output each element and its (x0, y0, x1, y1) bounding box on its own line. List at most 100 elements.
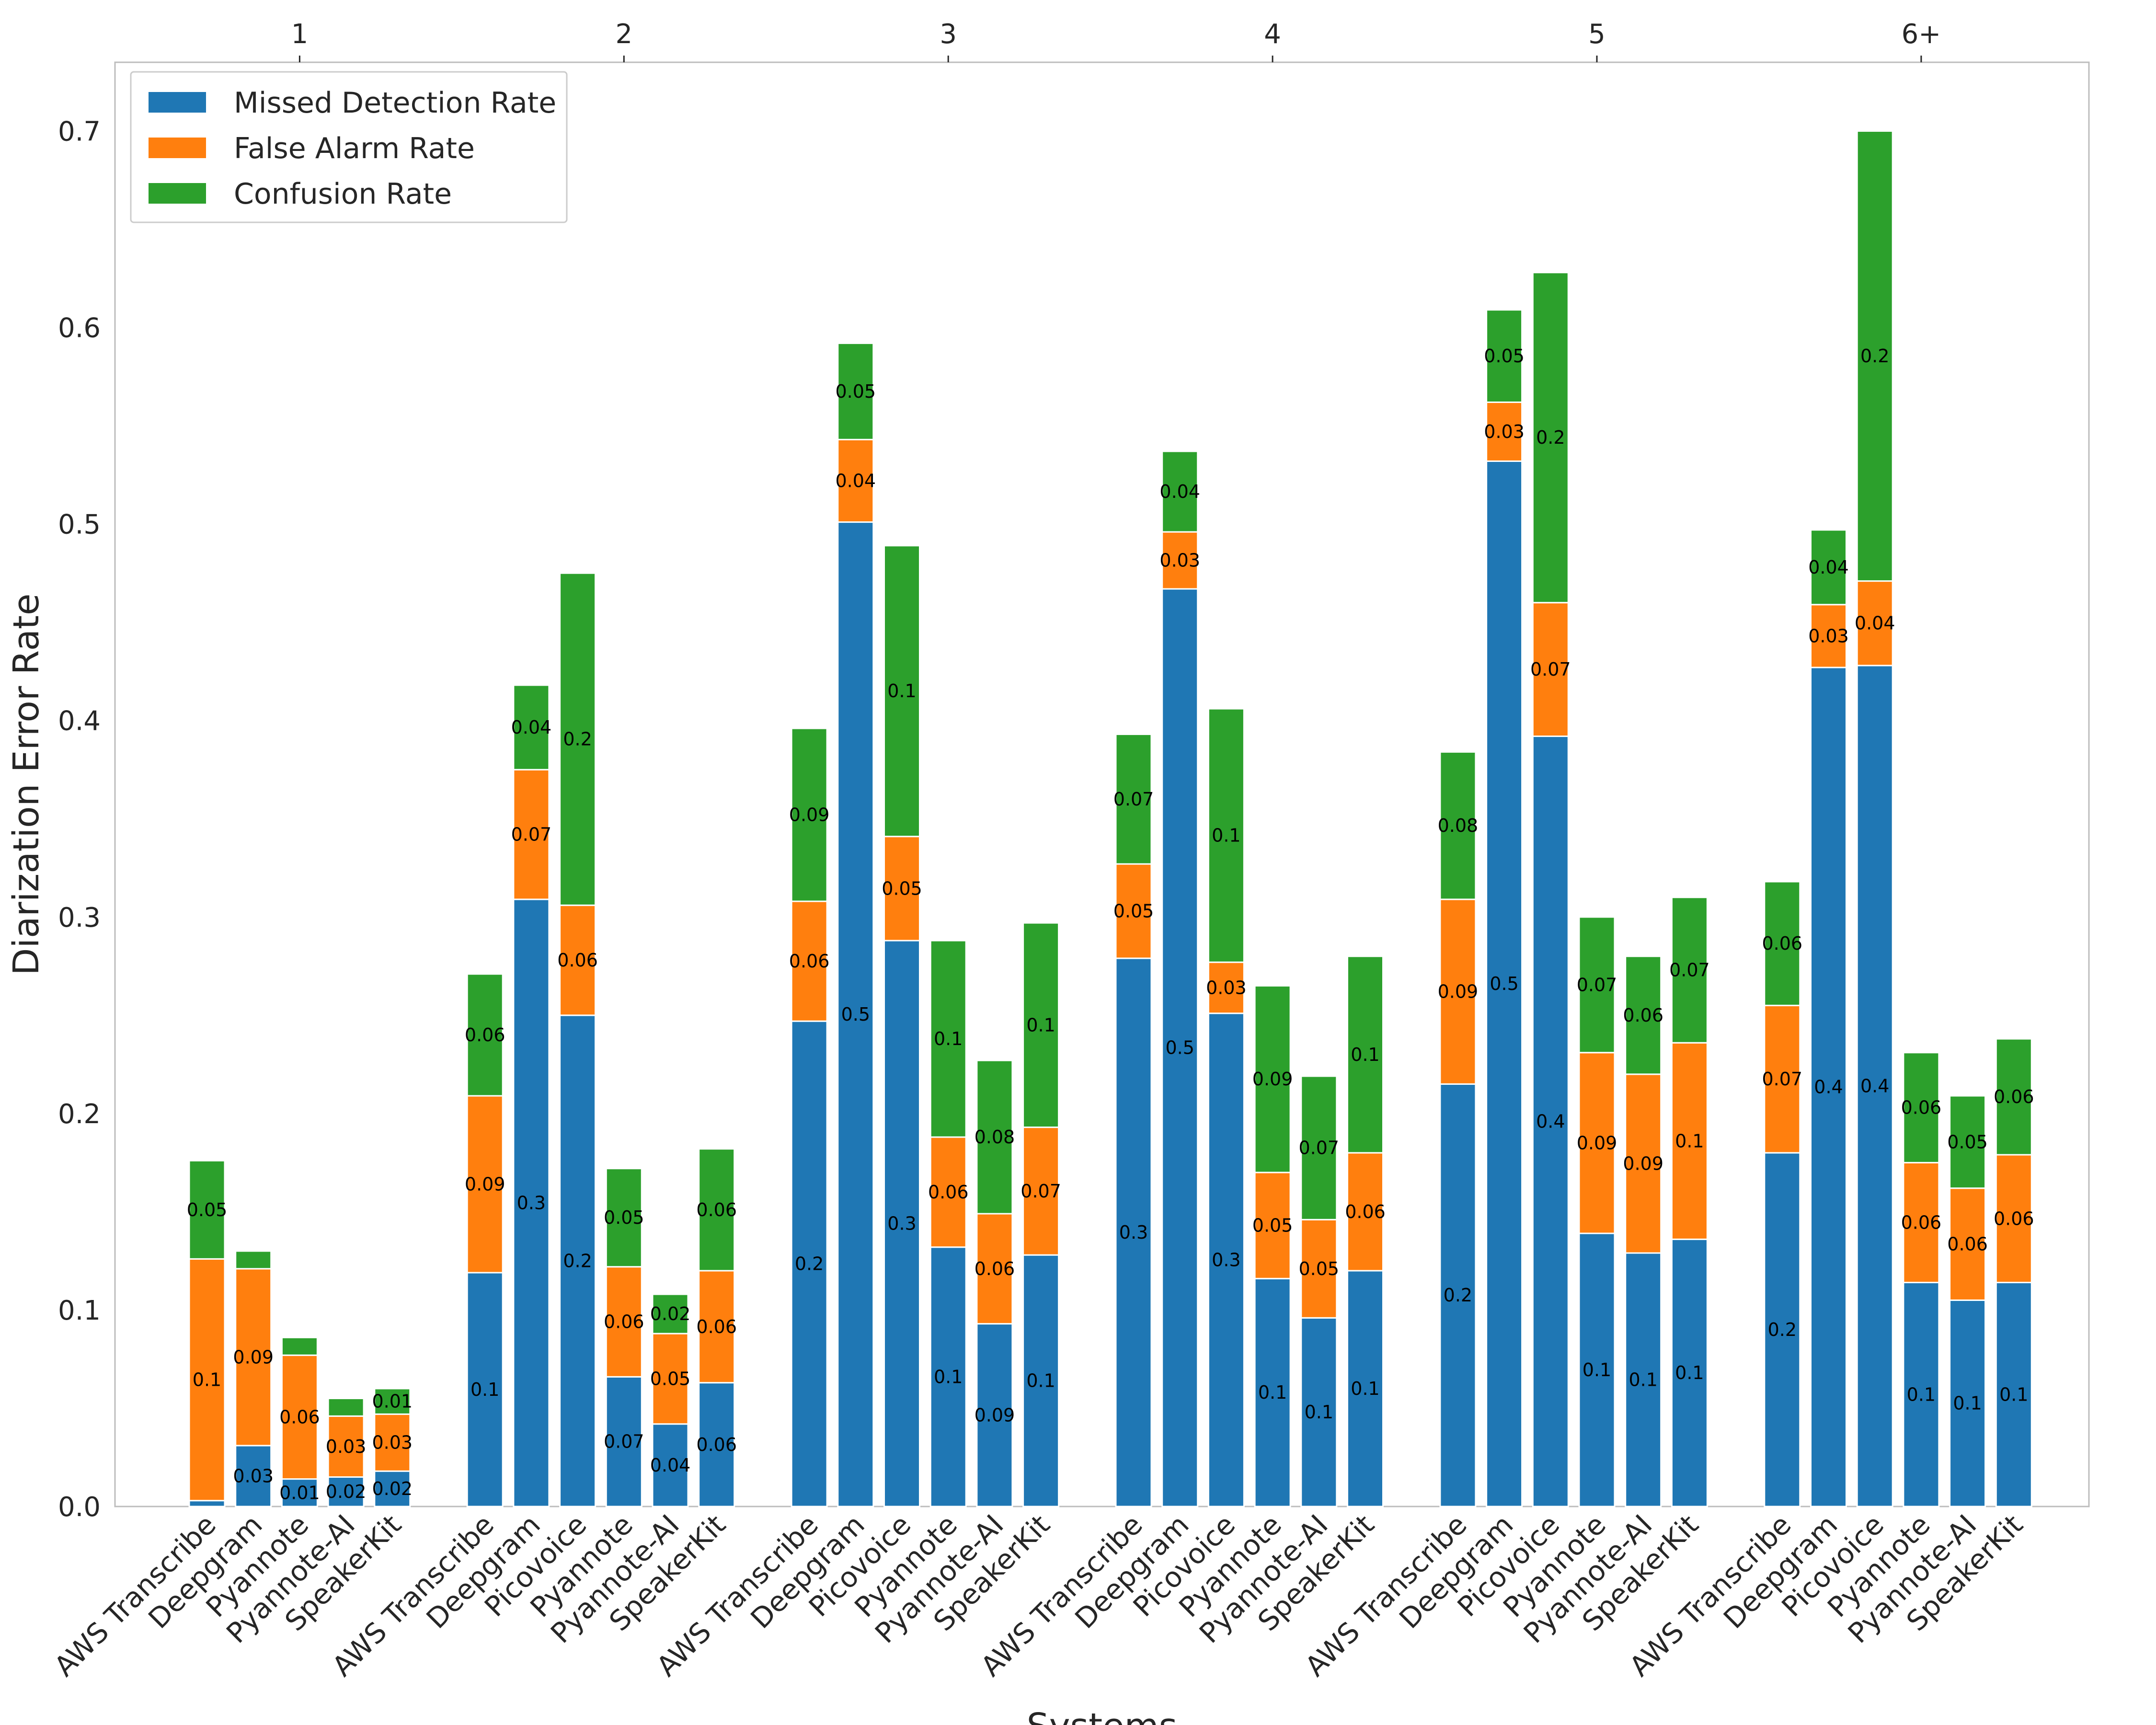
data-label-confusion: 0.1 (1351, 1044, 1379, 1065)
bar-segment-missed (883, 940, 920, 1507)
data-label-missed: 0.1 (1675, 1362, 1704, 1383)
bar-segment-false-alarm (1207, 961, 1245, 1014)
data-label-false-alarm: 0.07 (1530, 659, 1571, 680)
data-label-false-alarm: 0.07 (1021, 1181, 1061, 1202)
data-label-missed: 0.01 (279, 1482, 320, 1503)
bar-segment-confusion (1439, 751, 1477, 900)
bar-segment-confusion (1161, 450, 1199, 533)
bar-segment-confusion (1207, 708, 1245, 963)
data-label-false-alarm: 0.07 (1762, 1069, 1802, 1090)
bar-segment-false-alarm (1161, 531, 1199, 590)
y-tick-label: 0.3 (58, 902, 101, 933)
data-label-missed: 0.04 (650, 1455, 691, 1476)
bar-segment-missed (652, 1423, 689, 1507)
bar-segment-confusion (1300, 1075, 1338, 1220)
data-label-false-alarm: 0.05 (1113, 900, 1154, 921)
data-label-confusion: 0.2 (1860, 345, 1889, 367)
bar-segment-false-alarm (374, 1413, 411, 1472)
data-label-false-alarm: 0.05 (650, 1368, 691, 1389)
plot-frame (114, 61, 2090, 1507)
bar-segment-missed (281, 1478, 318, 1507)
data-label-false-alarm: 0.03 (372, 1432, 413, 1453)
bars-layer (188, 130, 2032, 1507)
data-label-missed: 0.06 (696, 1434, 737, 1455)
data-label-false-alarm: 0.03 (1206, 977, 1247, 998)
data-label-missed: 0.07 (604, 1431, 644, 1452)
bar-segment-false-alarm (652, 1333, 689, 1425)
bar-segment-missed (1578, 1232, 1616, 1507)
bar-segment-missed (1207, 1012, 1245, 1507)
data-label-missed: 0.1 (1907, 1384, 1936, 1405)
bar-segment-false-alarm (1022, 1127, 1060, 1256)
data-label-missed: 0.1 (1026, 1370, 1055, 1392)
data-label-confusion: 0.09 (1252, 1069, 1293, 1090)
bar-segment-missed (1671, 1238, 1708, 1507)
bar-segment-missed (1532, 736, 1569, 1507)
bar-segment-confusion (1532, 272, 1569, 604)
bar-segment-missed (1115, 957, 1152, 1507)
data-label-confusion: 0.02 (650, 1303, 691, 1324)
bar-segment-confusion (1347, 955, 1384, 1154)
data-label-confusion: 0.05 (835, 381, 876, 402)
data-label-confusion: 0.05 (1484, 345, 1525, 367)
bar-segment-false-alarm (1578, 1052, 1616, 1234)
data-label-confusion: 0.07 (1669, 960, 1710, 981)
legend-label-missed: Missed Detection Rate (234, 86, 556, 120)
bar-segment-false-alarm (698, 1270, 735, 1384)
bar-segment-confusion (698, 1148, 735, 1272)
top-axis-group-ticks: 1 2 3 4 5 6+ (291, 19, 1941, 62)
data-label-false-alarm: 0.06 (557, 950, 598, 971)
data-label-missed: 0.5 (1165, 1037, 1194, 1058)
bar-segment-confusion (976, 1059, 1013, 1215)
top-group-label: 2 (615, 19, 632, 50)
legend-label-false-alarm: False Alarm Rate (234, 132, 475, 165)
data-label-confusion: 0.2 (1536, 427, 1565, 448)
bar-segment-confusion (1856, 130, 1893, 582)
bar-segment-false-alarm (883, 836, 920, 942)
bar-segment-confusion (327, 1397, 365, 1417)
bar-segment-confusion (1578, 916, 1616, 1054)
bar-segment-false-alarm (327, 1415, 365, 1478)
bar-segment-missed (466, 1272, 504, 1507)
bar-segment-missed (929, 1246, 967, 1507)
bar-segment-missed (374, 1470, 411, 1507)
data-label-missed: 0.3 (887, 1213, 916, 1234)
data-label-false-alarm: 0.06 (1947, 1234, 1988, 1255)
top-group-label: 1 (291, 19, 309, 50)
legend-box (130, 71, 568, 223)
data-label-false-alarm: 0.09 (1438, 981, 1479, 1002)
x-axis-title: Systems (1027, 1706, 1178, 1725)
data-label-false-alarm: 0.04 (835, 470, 876, 491)
bar-segment-false-alarm (281, 1354, 318, 1480)
legend: Missed Detection Rate False Alarm Rate C… (130, 71, 568, 223)
bar-segment-confusion (791, 727, 828, 902)
data-label-false-alarm: 0.09 (465, 1173, 505, 1195)
data-label-confusion: 0.06 (696, 1199, 737, 1220)
data-label-missed: 0.03 (233, 1465, 274, 1486)
data-label-confusion: 0.1 (934, 1028, 963, 1049)
data-label-false-alarm: 0.03 (1808, 625, 1849, 646)
top-group-label: 3 (940, 19, 957, 50)
y-tick-label: 0.6 (58, 313, 101, 344)
data-label-false-alarm: 0.06 (1901, 1212, 1942, 1233)
bar-segment-confusion (466, 973, 504, 1097)
bar-segment-missed (513, 898, 550, 1507)
data-label-false-alarm: 0.06 (604, 1311, 644, 1333)
y-tick-label: 0.4 (58, 706, 101, 737)
y-tick-label: 0.0 (58, 1492, 101, 1523)
data-label-false-alarm: 0.06 (789, 951, 830, 972)
bar-segment-confusion (1115, 733, 1152, 865)
data-label-false-alarm: 0.07 (511, 824, 552, 845)
bar-segment-false-alarm (1347, 1152, 1384, 1272)
bar-segment-missed (791, 1020, 828, 1507)
bar-segment-confusion (1949, 1095, 1986, 1189)
bar-segment-false-alarm (837, 438, 874, 523)
data-label-false-alarm: 0.04 (1855, 613, 1895, 634)
data-label-missed: 0.1 (470, 1379, 499, 1400)
bar-segment-confusion (188, 1160, 226, 1260)
data-label-missed: 0.4 (1814, 1077, 1843, 1098)
y-axis-ticks: 0.0 0.1 0.2 0.3 0.4 0.5 0.6 0.7 (58, 116, 101, 1523)
data-label-false-alarm: 0.1 (1675, 1130, 1704, 1151)
bar-segment-false-alarm (1995, 1154, 2032, 1284)
data-label-missed: 0.5 (1490, 973, 1518, 994)
